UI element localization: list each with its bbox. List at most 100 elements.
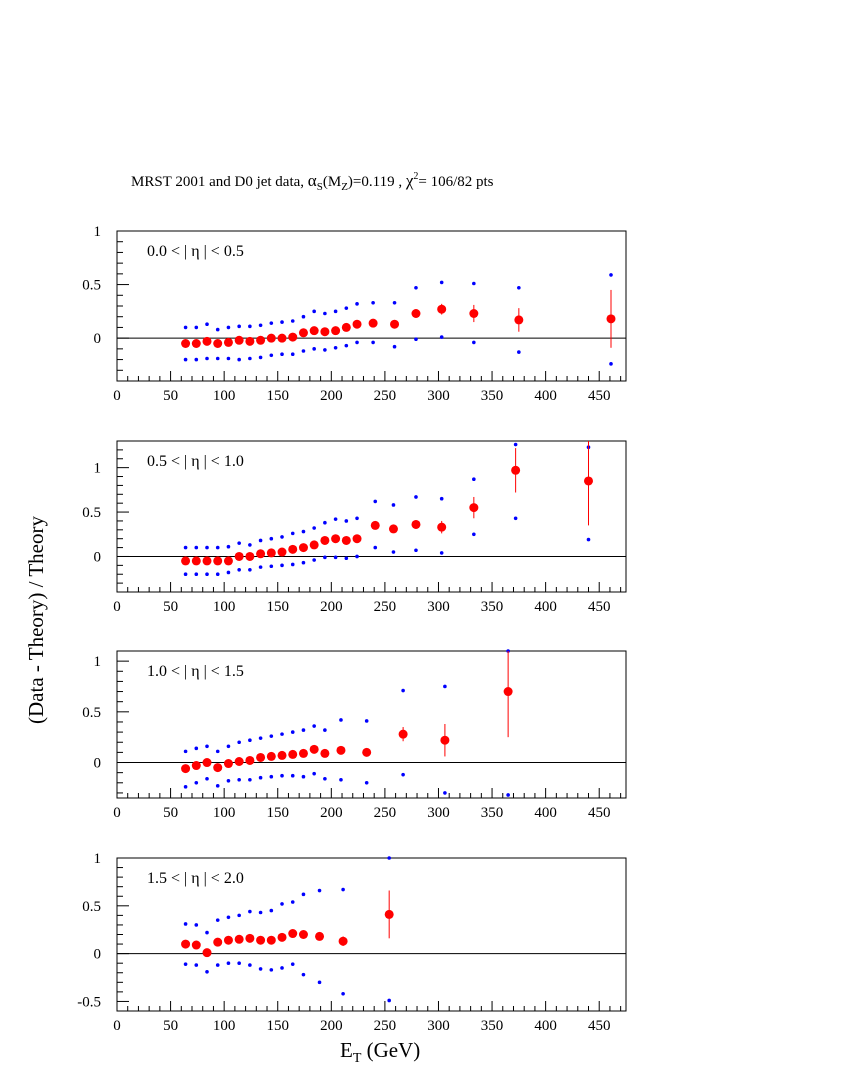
data-point <box>437 522 447 532</box>
x-tick-label: 100 <box>213 388 236 404</box>
band-lower-point <box>248 567 252 572</box>
panel-eta-label: 0.5 < | η | < 1.0 <box>147 453 244 470</box>
x-tick-label: 350 <box>481 1018 504 1034</box>
band-lower-point <box>439 335 444 339</box>
x-tick-label: 300 <box>427 599 450 615</box>
band-upper-point <box>237 324 241 329</box>
band-lower-point <box>215 356 220 361</box>
band-upper-point <box>301 892 306 897</box>
data-point <box>223 556 233 566</box>
x-tick-label: 350 <box>481 388 504 404</box>
band-upper-point <box>312 309 316 314</box>
band-lower-point <box>387 998 391 1003</box>
band-lower-point <box>290 962 295 966</box>
band-lower-point <box>373 545 378 550</box>
data-point <box>223 337 233 347</box>
band-upper-point <box>391 503 396 507</box>
x-tick-label: 100 <box>213 1018 236 1034</box>
data-point <box>338 936 348 946</box>
band-lower-point <box>513 516 518 521</box>
band-lower-point <box>290 562 295 567</box>
data-point <box>288 749 298 759</box>
band-lower-point <box>248 356 252 361</box>
y-tick-label: 1 <box>94 851 102 867</box>
band-upper-point <box>344 306 349 310</box>
band-lower-point <box>269 564 274 569</box>
data-point <box>309 326 319 336</box>
band-lower-point <box>280 352 284 357</box>
x-tick-label: 300 <box>427 1018 450 1034</box>
data-point <box>277 932 287 942</box>
x-tick-label: 0 <box>113 388 121 404</box>
band-lower-point <box>226 961 231 965</box>
band-lower-point <box>344 343 349 348</box>
y-tick-label: 1 <box>94 461 102 477</box>
band-upper-point <box>226 325 231 330</box>
panel-eta-label: 0.0 < | η | < 0.5 <box>147 243 244 260</box>
band-upper-point <box>414 285 418 290</box>
band-lower-point <box>194 780 199 785</box>
band-lower-point <box>472 340 476 345</box>
band-upper-point <box>290 730 295 734</box>
y-tick-label: 0.5 <box>82 505 101 521</box>
data-point <box>583 476 593 486</box>
x-tick-label: 50 <box>163 388 178 404</box>
band-lower-point <box>237 357 241 362</box>
band-upper-point <box>205 322 209 327</box>
band-lower-point <box>194 357 199 362</box>
band-upper-point <box>290 319 295 323</box>
data-point <box>266 935 276 945</box>
panel-1: 0 50 100 150 200 250 300 350 400 450 0 0.5 1 0.0 < | … <box>82 224 627 404</box>
y-tick-label: 0 <box>94 549 102 565</box>
band-lower-point <box>317 980 322 985</box>
band-lower-point <box>248 963 252 967</box>
band-lower-point <box>323 555 327 560</box>
band-lower-point <box>586 537 591 542</box>
figure-title: MRST 2001 and D0 jet data, αS(MZ)=0.119 … <box>131 171 494 193</box>
band-lower-point <box>333 555 338 560</box>
band-lower-point <box>517 350 521 354</box>
band-upper-point <box>355 302 359 306</box>
band-lower-point <box>392 344 397 349</box>
band-lower-point <box>205 572 209 577</box>
data-point <box>234 551 244 561</box>
x-tick-label: 50 <box>163 805 178 821</box>
band-lower-point <box>280 773 284 778</box>
x-tick-label: 50 <box>163 1018 178 1034</box>
data-point <box>352 534 362 544</box>
band-upper-point <box>333 517 338 521</box>
band-lower-point <box>258 355 263 360</box>
band-lower-point <box>183 357 188 362</box>
band-lower-point <box>269 968 274 972</box>
data-point <box>202 758 212 768</box>
band-upper-point <box>439 496 444 501</box>
band-upper-point <box>194 545 199 550</box>
band-lower-point <box>280 966 284 970</box>
band-lower-point <box>301 774 306 779</box>
band-lower-point <box>472 532 476 537</box>
band-upper-point <box>301 728 306 732</box>
x-tick-label: 350 <box>481 805 504 821</box>
x-tick-label: 350 <box>481 599 504 615</box>
data-point <box>341 535 351 545</box>
data-point <box>213 763 223 773</box>
data-point <box>213 339 223 348</box>
x-tick-label: 300 <box>427 805 450 821</box>
band-lower-point <box>414 337 418 342</box>
band-upper-point <box>280 535 284 539</box>
data-point <box>245 933 255 943</box>
band-upper-point <box>269 321 274 325</box>
data-point <box>437 304 447 314</box>
band-upper-point <box>392 300 397 305</box>
data-point <box>223 759 233 769</box>
band-upper-point <box>248 324 252 329</box>
band-lower-point <box>312 347 316 351</box>
x-tick-label: 200 <box>320 805 343 821</box>
y-axis-label: (Data - Theory) / Theory <box>24 516 48 724</box>
data-point <box>234 757 244 767</box>
data-point <box>315 931 325 941</box>
data-point <box>469 503 479 513</box>
data-point <box>277 547 287 557</box>
data-point <box>368 318 378 328</box>
